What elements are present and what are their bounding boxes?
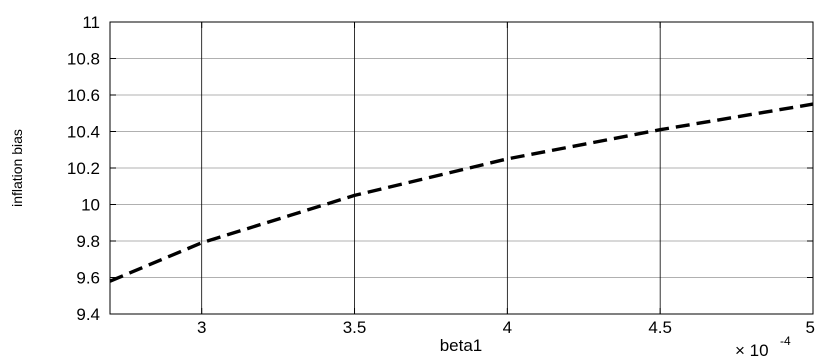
x-tick-labels: 3 3.5 4 4.5 5 — [197, 318, 815, 337]
x-tick-label: 4 — [503, 318, 512, 337]
x-axis-label: beta1 — [440, 336, 483, 355]
grid-lines — [110, 22, 813, 314]
y-tick-label: 9.8 — [76, 232, 100, 251]
x-tick-label: 3 — [197, 318, 206, 337]
x-tick-label: 4.5 — [648, 318, 672, 337]
y-tick-label: 10.6 — [67, 86, 100, 105]
y-tick-label: 11 — [82, 13, 100, 32]
series-group — [109, 102, 814, 283]
y-tick-label: 10.4 — [67, 123, 100, 142]
y-tick-label: 10.8 — [67, 50, 100, 69]
y-tick-label: 9.6 — [76, 269, 100, 288]
y-tick-label: 10 — [81, 196, 100, 215]
y-tick-label: 9.4 — [76, 305, 100, 324]
y-axis-label: inflation bias — [9, 129, 25, 207]
series-line — [109, 102, 814, 283]
x-tick-label: 3.5 — [343, 318, 367, 337]
y-tick-label: 10.2 — [67, 159, 100, 178]
x-exponent-power: -4 — [780, 334, 791, 348]
axis-ticks — [110, 21, 814, 315]
y-tick-labels: 9.4 9.6 9.8 10 10.2 10.4 10.6 10.8 11 — [67, 13, 100, 324]
x-exponent-base: × 10 — [735, 341, 769, 358]
x-tick-label: 5 — [806, 318, 815, 337]
